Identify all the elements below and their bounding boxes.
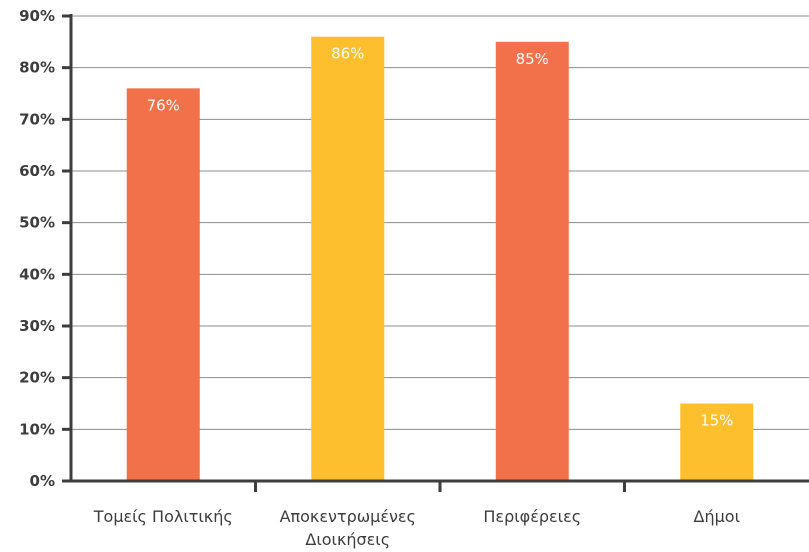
bar [126,88,200,481]
y-tick-label: 60% [19,162,55,180]
x-tick-label: Διοικήσεις [305,530,390,549]
y-tick-label: 80% [19,59,55,77]
y-tick-label: 30% [19,317,55,335]
x-tick-label: Αποκεντρωμένες [280,507,416,526]
axes [62,14,809,492]
y-tick-label: 70% [19,110,55,128]
bar [495,41,569,481]
bar [311,36,385,482]
data-label: 15% [700,412,733,430]
y-tick-label: 0% [30,472,55,490]
bars [126,36,754,482]
x-tick-label: Τομείς Πολιτικής [93,507,233,526]
data-label: 76% [147,96,180,114]
x-tick-label: Δήμοι [694,507,740,526]
y-tick-label: 40% [19,265,55,283]
y-tick-label: 90% [19,7,55,25]
x-tick-label: Περιφέρειες [483,507,581,526]
data-label: 86% [331,45,364,63]
labels: 0% 10% 20% 30% 40% 50% 60% 70% 80% 90% 76% 86% 85% 15… [19,7,740,549]
y-tick-label: 10% [19,420,55,438]
bar [680,403,754,481]
y-tick-label: 20% [19,369,55,387]
y-tick-label: 50% [19,214,55,232]
data-label: 85% [516,50,549,68]
